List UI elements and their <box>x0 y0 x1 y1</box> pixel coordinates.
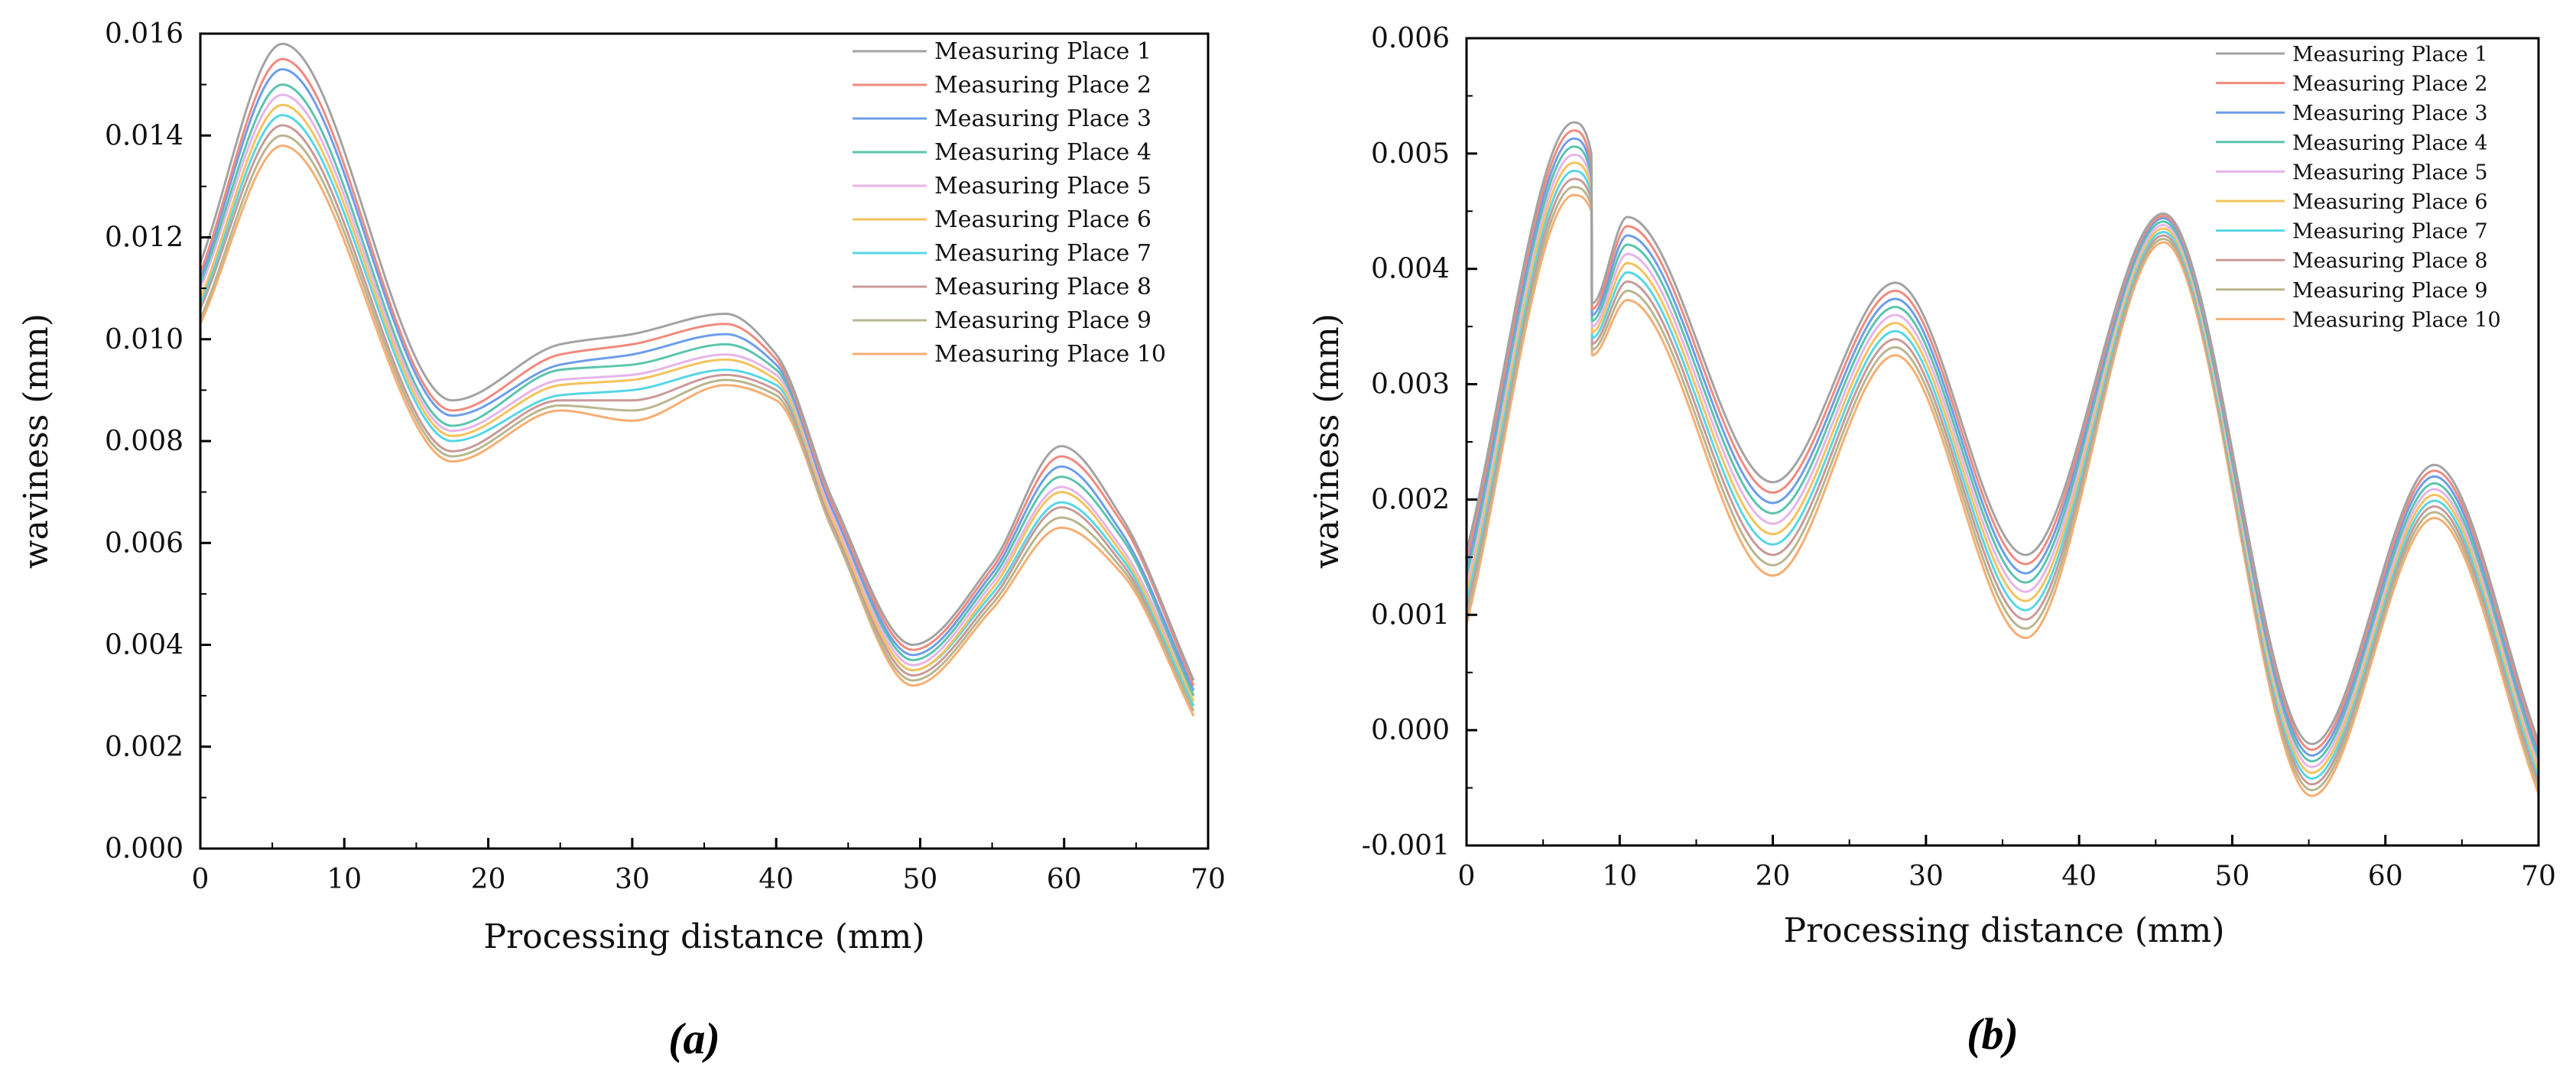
y-tick-label-b: 0.004 <box>1371 254 1450 285</box>
y-tick-label-a: 0.006 <box>105 527 184 559</box>
legend-label-a-10: Measuring Place 10 <box>934 341 1166 368</box>
series-line-a-6 <box>199 103 1195 702</box>
legend-b: Measuring Place 1 Measuring Place 2 Measur… <box>2216 43 2501 332</box>
y-axis-title-b: waviness (mm) <box>1307 313 1346 569</box>
legend-label-a-2: Measuring Place 2 <box>934 72 1152 99</box>
y-tick-label-b: 0.000 <box>1371 715 1450 746</box>
panel-label-b: (b) <box>1967 1009 2019 1059</box>
legend-label-a-1: Measuring Place 1 <box>934 38 1152 65</box>
x-tick-label-a: 10 <box>326 864 362 895</box>
legend-a: Measuring Place 1 Measuring Place 2 Measur… <box>853 38 1166 368</box>
x-tick-label-b: 50 <box>2215 861 2250 892</box>
series-line-a-9 <box>199 134 1195 712</box>
y-tick-label-a: 0.014 <box>105 120 184 151</box>
chart-b: 0 10 20 30 40 50 60 70 -0.001 0.000 0.001 0.002 0.00… <box>1307 23 2556 1059</box>
plot-frame-b <box>1465 37 2540 847</box>
x-axis-title-b: Processing distance (mm) <box>1783 911 2224 950</box>
legend-label-a-3: Measuring Place 3 <box>934 105 1152 132</box>
y-tick-label-a: 0.012 <box>105 222 184 254</box>
series-line-a-2 <box>199 57 1195 686</box>
x-tick-label-a: 60 <box>1047 864 1082 895</box>
legend-label-a-8: Measuring Place 8 <box>934 274 1152 300</box>
legend-label-a-5: Measuring Place 5 <box>934 173 1152 200</box>
x-tick-label-b: 0 <box>1458 861 1476 892</box>
y-tick-label-b: 0.002 <box>1371 484 1450 515</box>
y-axis-title-a: waviness (mm) <box>17 313 56 569</box>
x-tick-label-b: 20 <box>1756 861 1791 892</box>
x-tick-label-a: 50 <box>903 864 938 895</box>
x-tick-label-b: 30 <box>1908 861 1944 892</box>
series-line-b-9 <box>1465 186 2540 792</box>
series-line-b-1 <box>1465 121 2540 745</box>
legend-label-b-3: Measuring Place 3 <box>2292 102 2488 125</box>
y-tick-label-a: 0.010 <box>105 324 184 355</box>
series-line-a-1 <box>199 42 1195 681</box>
y-tick-label-a: 0.002 <box>105 732 184 763</box>
legend-label-b-9: Measuring Place 9 <box>2292 279 2488 303</box>
y-tick-label-a: 0.016 <box>105 18 184 50</box>
x-tick-label-a: 30 <box>615 864 650 895</box>
series-line-a-10 <box>199 144 1195 717</box>
series-line-a-7 <box>199 114 1195 707</box>
x-tick-label-a: 20 <box>471 864 506 895</box>
x-tick-label-b: 60 <box>2368 861 2403 892</box>
x-tick-label-b: 40 <box>2061 861 2097 892</box>
legend-label-b-6: Measuring Place 6 <box>2292 190 2488 214</box>
y-tick-label-b: 0.003 <box>1371 369 1450 401</box>
legend-label-b-8: Measuring Place 8 <box>2292 249 2488 273</box>
legend-label-b-1: Measuring Place 1 <box>2292 43 2488 67</box>
legend-label-b-2: Measuring Place 2 <box>2292 73 2488 96</box>
series-line-b-5 <box>1465 153 2540 768</box>
y-tick-label-b: -0.001 <box>1362 830 1450 862</box>
series-line-a-5 <box>199 93 1195 696</box>
x-tick-label-b: 70 <box>2521 861 2556 892</box>
x-tick-label-b: 10 <box>1602 861 1637 892</box>
legend-label-b-5: Measuring Place 5 <box>2292 161 2488 184</box>
y-tick-label-a: 0.004 <box>105 630 184 661</box>
legend-label-b-10: Measuring Place 10 <box>2292 308 2501 332</box>
series-line-a-3 <box>199 68 1195 692</box>
y-tick-label-a: 0.000 <box>105 833 184 865</box>
series-line-a-4 <box>199 83 1195 696</box>
legend-label-a-9: Measuring Place 9 <box>934 307 1152 334</box>
legend-label-a-4: Measuring Place 4 <box>934 139 1152 166</box>
x-tick-label-a: 70 <box>1191 864 1226 895</box>
y-tick-label-a: 0.008 <box>105 426 184 457</box>
x-axis-title-a: Processing distance (mm) <box>483 917 924 956</box>
y-tick-label-b: 0.001 <box>1371 599 1450 631</box>
y-tick-label-b: 0.005 <box>1371 138 1450 170</box>
series-line-a-8 <box>199 124 1195 707</box>
legend-label-a-6: Measuring Place 6 <box>934 206 1152 233</box>
panel-label-a: (a) <box>668 1014 720 1063</box>
chart-a: 0 10 20 30 40 50 60 70 0.000 0.002 0.004 0.006 0.008… <box>17 18 1226 1063</box>
legend-label-b-4: Measuring Place 4 <box>2292 131 2488 155</box>
x-tick-label-a: 0 <box>192 864 210 895</box>
legend-label-a-7: Measuring Place 7 <box>934 240 1152 267</box>
x-tick-label-a: 40 <box>759 864 794 895</box>
legend-label-b-7: Measuring Place 7 <box>2292 220 2488 244</box>
y-tick-label-b: 0.006 <box>1371 23 1450 54</box>
